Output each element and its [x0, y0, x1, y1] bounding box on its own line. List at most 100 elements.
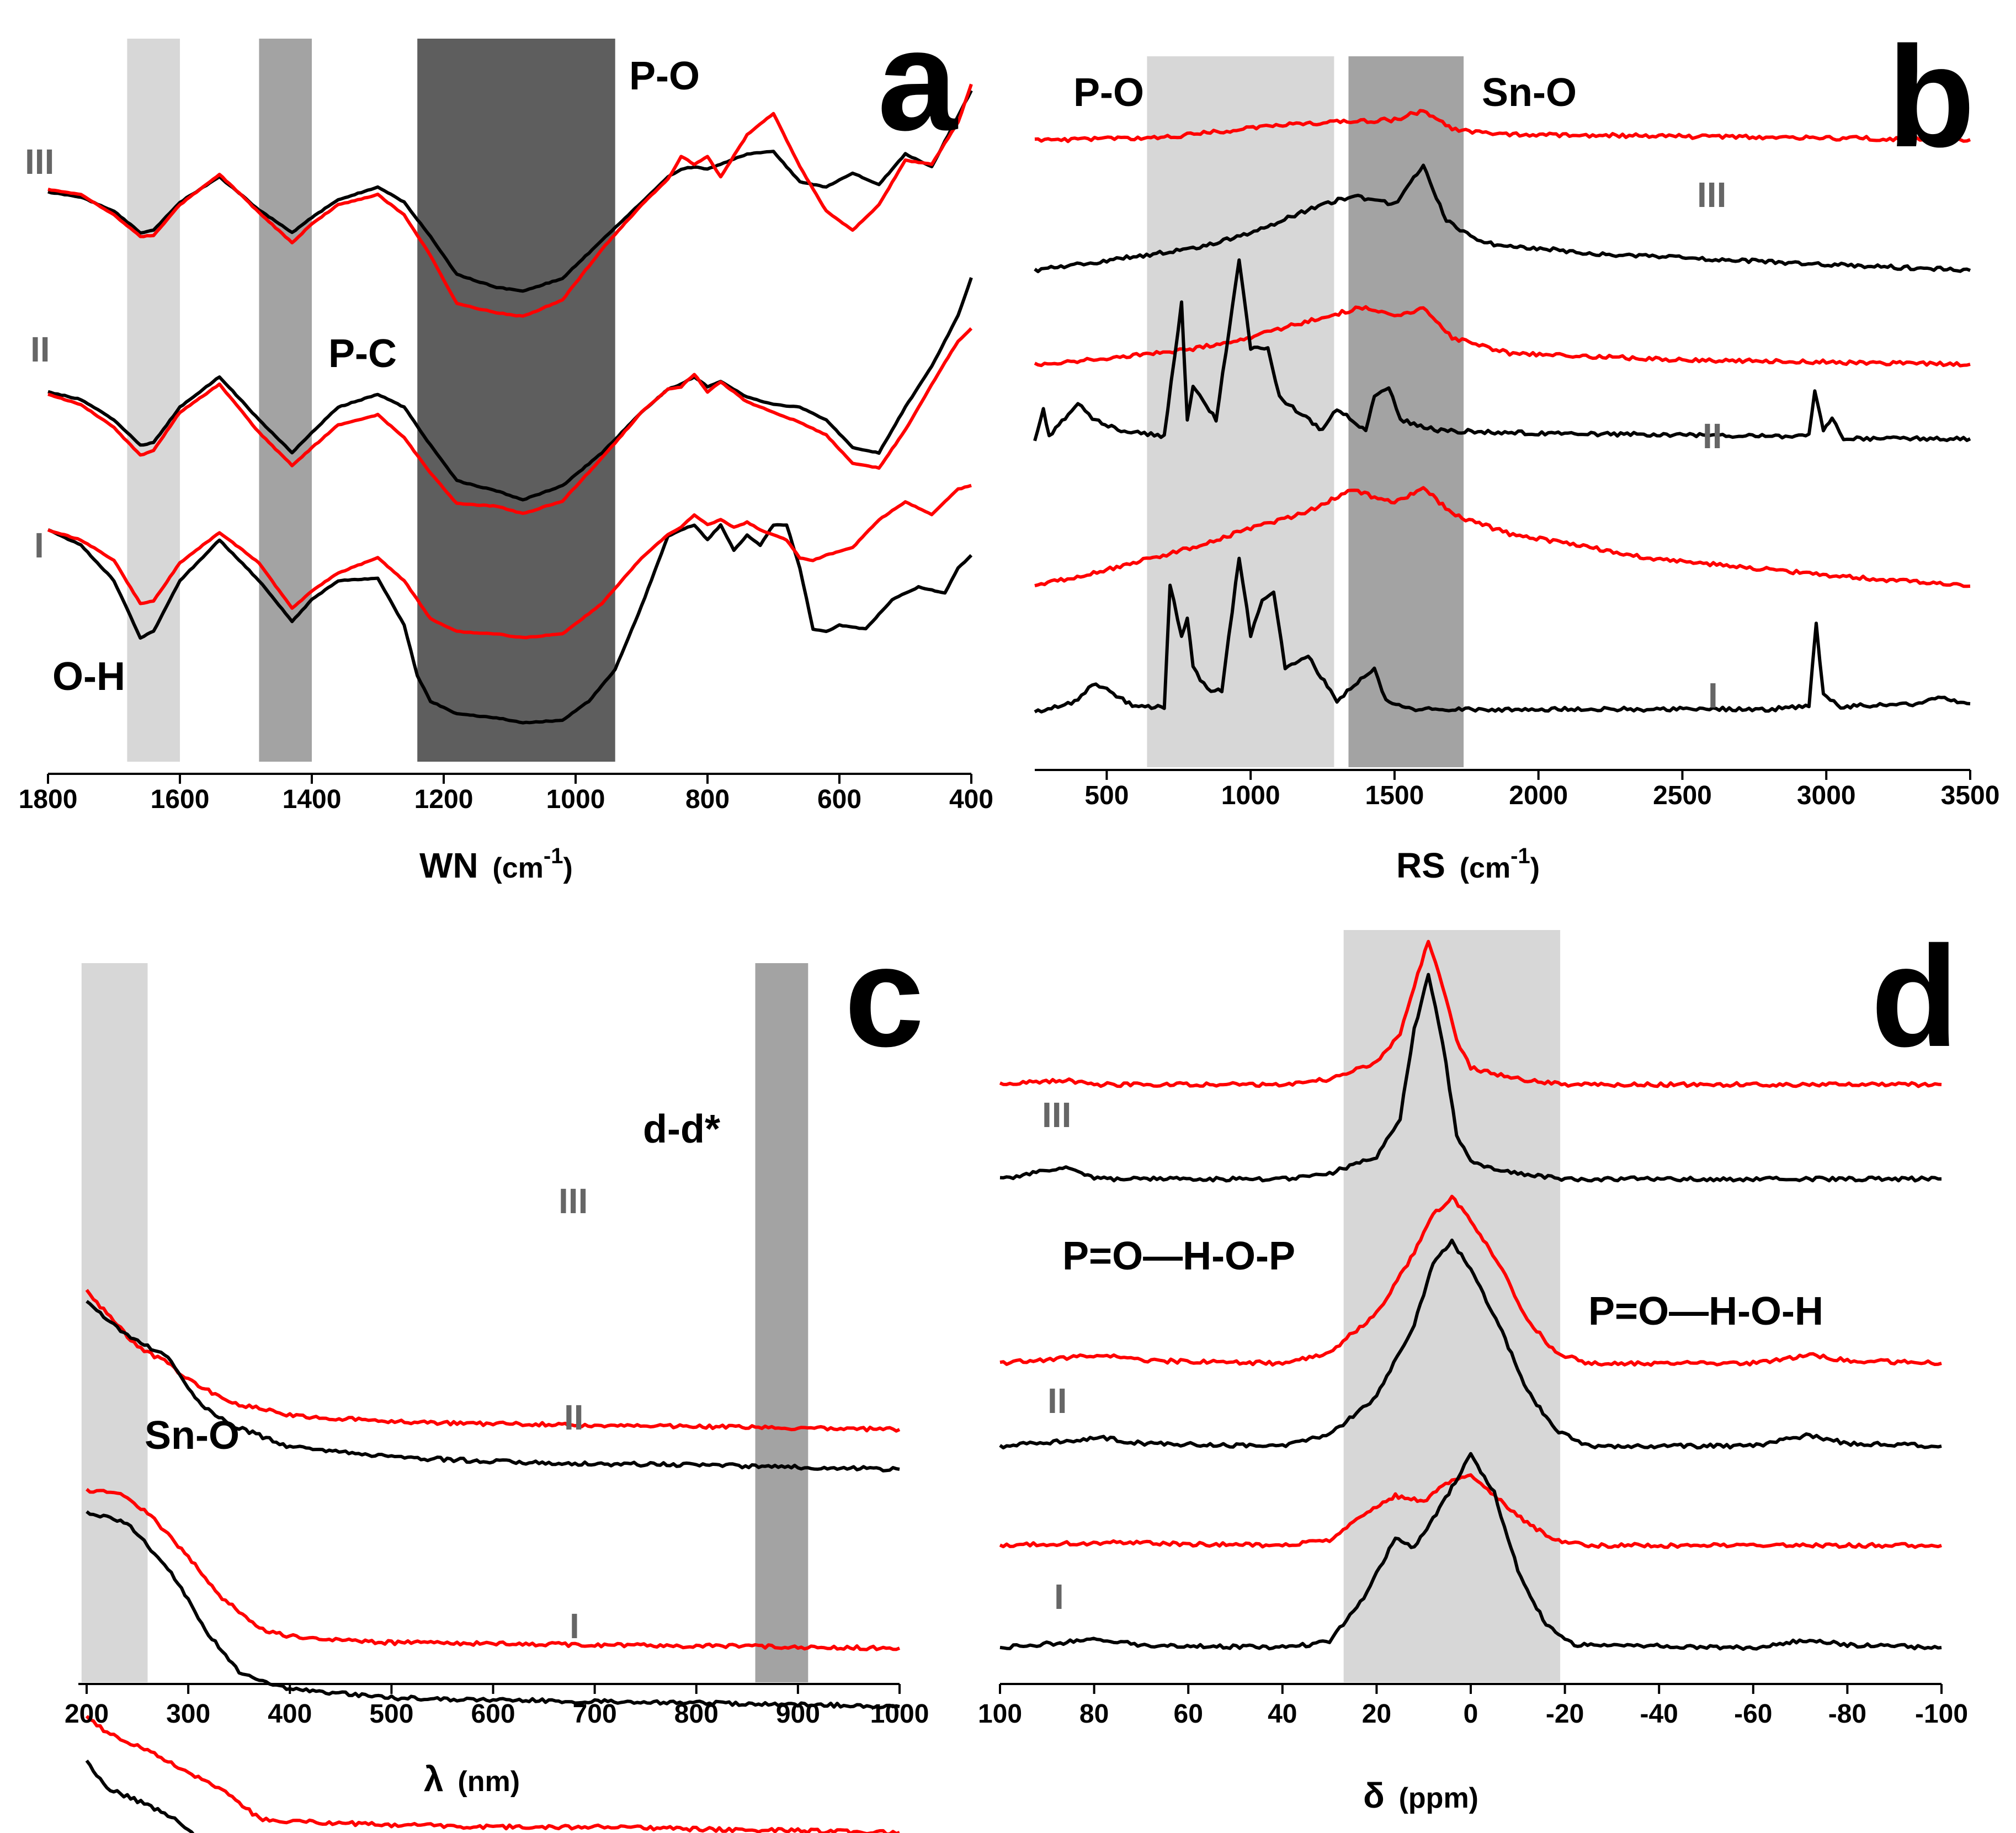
d-tick-label-5: 0: [1464, 1699, 1478, 1729]
panel-c-letter: c: [844, 917, 924, 1077]
a-tick-label-5: 800: [685, 785, 730, 814]
panel-b-curves: [1033, 109, 1971, 714]
panel-d: 100 80 60 40 20 0 -20 -40 -60 -80 -100 δ (ppm) d P…: [978, 917, 1968, 1815]
annotation-p-o-h-o-p: P=O—H-O-P: [1062, 1234, 1295, 1278]
panel-b-letter: b: [1887, 17, 1975, 177]
d-series-i-red: [999, 1473, 1942, 1549]
b-tick-label-3: 2000: [1509, 781, 1568, 810]
d-tick-label-8: -60: [1734, 1699, 1772, 1729]
c-tick-label-6: 800: [674, 1699, 719, 1729]
panel-d-x-label-unit: (ppm): [1399, 1782, 1478, 1814]
panel-a-x-label-main: WN: [419, 846, 478, 885]
d-tick-label-9: -80: [1828, 1699, 1866, 1729]
panel-c-curves: [85, 1289, 901, 1833]
panel-d-ticks: [999, 1684, 1943, 1694]
panel-a-curves: [47, 83, 973, 725]
panel-c-bands: [81, 963, 808, 1682]
c-tick-label-8: 1000: [870, 1699, 929, 1729]
annotation-sn-o-b: Sn-O: [1482, 71, 1577, 115]
panel-b-x-label-unit: (cm: [1460, 852, 1510, 884]
sample-label-ii-d: II: [1047, 1381, 1067, 1421]
d-tick-label-1: 80: [1079, 1699, 1109, 1729]
sample-label-iii-c: III: [558, 1181, 588, 1221]
annotation-p-o-h-o-h: P=O—H-O-H: [1588, 1289, 1823, 1333]
sample-label-i-c: I: [570, 1606, 579, 1646]
b-band-0: [1147, 56, 1334, 767]
panel-d-x-label-main: δ: [1363, 1776, 1385, 1815]
panel-b-x-label-sup: -1: [1510, 844, 1530, 868]
d-series-ii-black: [999, 1239, 1942, 1450]
b-series-iii-black: [1034, 163, 1971, 273]
a-series-i-black: [47, 523, 973, 725]
d-tick-label-7: -40: [1640, 1699, 1678, 1729]
a-band-2: [417, 39, 615, 762]
panel-b-tick-labels: 500 1000 1500 2000 2500 3000 3500: [1084, 781, 1999, 810]
d-series-iii-red: [999, 939, 1942, 1088]
sample-label-i-b: I: [1708, 676, 1718, 715]
sample-label-i-a: I: [34, 525, 44, 565]
b-tick-label-6: 3500: [1941, 781, 2000, 810]
panel-c-x-label-main: λ: [424, 1759, 444, 1799]
d-tick-label-3: 40: [1268, 1699, 1297, 1729]
sample-label-iii-d: III: [1042, 1095, 1071, 1135]
d-tick-label-10: -100: [1915, 1699, 1968, 1729]
panel-b-ticks: [1105, 770, 1971, 780]
annotation-o-h: O-H: [52, 655, 125, 699]
c-tick-label-3: 500: [369, 1699, 413, 1729]
annotation-p-c: P-C: [328, 332, 397, 376]
panel-b-x-label-main: RS: [1396, 846, 1445, 885]
annotation-p-o-b: P-O: [1073, 71, 1144, 115]
c-tick-label-7: 900: [776, 1699, 820, 1729]
a-tick-label-0: 1800: [19, 785, 78, 814]
d-tick-label-0: 100: [978, 1699, 1022, 1729]
panel-c-tick-labels: 200 300 400 500 600 700 800 900 1000: [65, 1699, 929, 1729]
panel-d-curves: [999, 939, 1942, 1651]
b-series-i-black: [1034, 556, 1971, 714]
c-series-ii-red: [86, 1487, 901, 1651]
c-series-iii-black: [86, 1300, 900, 1473]
a-series-ii-red: [47, 327, 973, 516]
d-series-iii-black: [999, 973, 1941, 1183]
a-band-0: [127, 39, 180, 762]
a-tick-label-7: 400: [949, 785, 993, 814]
panel-d-bands: [1343, 930, 1561, 1682]
panel-c: 200 300 400 500 600 700 800 900 1000 λ (nm) c d-…: [65, 917, 929, 1833]
panel-c-ticks: [86, 1684, 901, 1694]
b-tick-label-0: 500: [1084, 781, 1129, 810]
a-tick-label-4: 1000: [546, 785, 605, 814]
a-tick-label-6: 600: [817, 785, 861, 814]
sample-label-ii-a: II: [30, 330, 50, 369]
panel-b-x-label: RS (cm-1): [1396, 844, 1540, 885]
panel-b-x-label-close: ): [1530, 852, 1540, 884]
panel-d-tick-labels: 100 80 60 40 20 0 -20 -40 -60 -80 -100: [978, 1699, 1968, 1729]
panel-a-x-label: WN (cm-1): [419, 844, 573, 885]
a-tick-label-1: 1600: [151, 785, 210, 814]
b-tick-label-1: 1000: [1221, 781, 1280, 810]
sample-label-iii-b: III: [1697, 175, 1726, 215]
b-series-iii-red: [1034, 109, 1971, 144]
panel-a-bands: [127, 39, 615, 762]
panel-a-tick-labels: 1800 1600 1400 1200 1000 800 600 400: [19, 785, 993, 814]
d-band-0: [1343, 930, 1561, 1682]
b-band-1: [1348, 56, 1464, 767]
panel-a-ticks: [47, 774, 972, 784]
a-tick-label-2: 1400: [283, 785, 342, 814]
panel-a: 1800 1600 1400 1200 1000 800 600 400 WN (cm-1) …: [19, 1, 993, 885]
b-series-i-red: [1034, 486, 1971, 588]
c-tick-label-4: 600: [471, 1699, 515, 1729]
c-series-i-red: [85, 1715, 900, 1833]
c-series-ii-black: [86, 1510, 900, 1710]
b-tick-label-4: 2500: [1653, 781, 1712, 810]
annotation-d-d-star: d-d*: [643, 1107, 720, 1151]
panel-a-x-label-sup: -1: [544, 844, 563, 868]
b-tick-label-2: 1500: [1365, 781, 1424, 810]
panel-b: 500 1000 1500 2000 2500 3000 3500 RS (cm-1) b …: [1033, 17, 1999, 885]
a-tick-label-3: 1200: [414, 785, 474, 814]
annotation-p-o-a: P-O: [629, 54, 700, 98]
panel-d-letter: d: [1871, 917, 1959, 1077]
c-series-iii-red: [85, 1289, 901, 1433]
d-tick-label-4: 20: [1362, 1699, 1391, 1729]
annotation-sn-o-c: Sn-O: [145, 1414, 240, 1458]
c-tick-label-1: 300: [166, 1699, 210, 1729]
c-tick-label-0: 200: [65, 1699, 109, 1729]
